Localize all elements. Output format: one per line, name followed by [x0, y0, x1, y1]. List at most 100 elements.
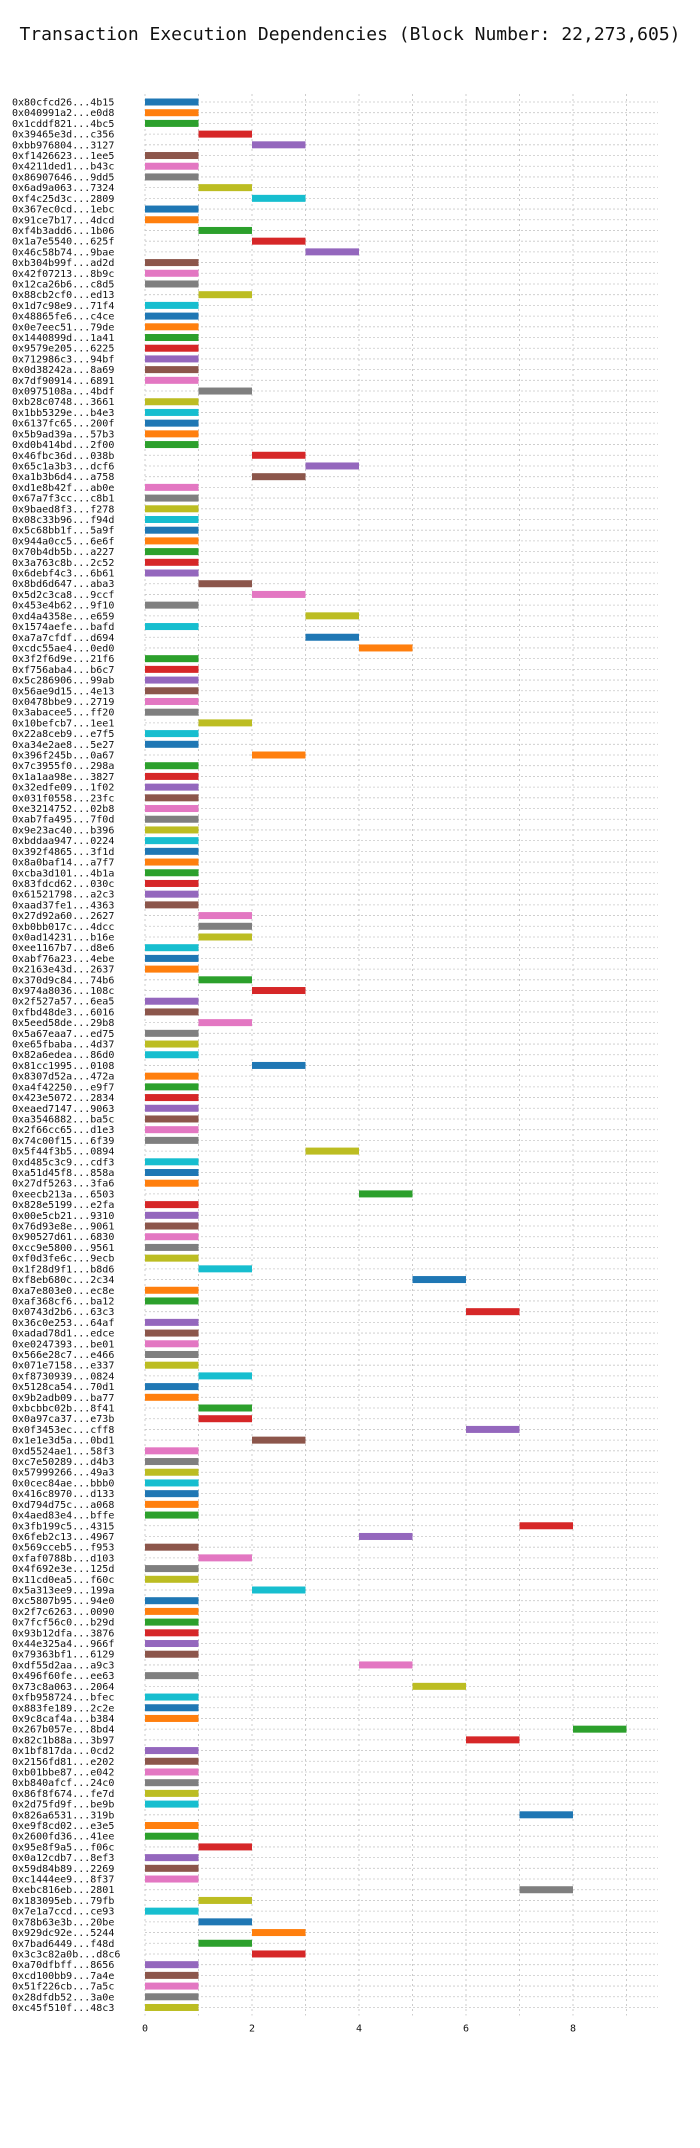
y-tick-label: 0x95e8f9a5...f06c: [12, 1842, 114, 1853]
dependency-bar: [145, 1768, 199, 1776]
y-tick-label: 0xb304b99f...ad2d: [12, 258, 114, 269]
dependency-bar: [412, 1682, 466, 1690]
y-tick-label: 0xbddaa947...0224: [12, 836, 114, 847]
dependency-bar: [145, 1607, 199, 1615]
dependency-bar: [198, 1404, 252, 1412]
y-tick-label: 0x416c8970...d133: [12, 1489, 114, 1500]
y-tick-label: 0x27d92a60...2627: [12, 911, 114, 922]
dependency-bar: [145, 1982, 199, 1990]
dependency-bar: [252, 237, 306, 245]
y-tick-label: 0x0cec84ae...bbb0: [12, 1478, 114, 1489]
y-tick-label: 0x0f3453ec...cff8: [12, 1425, 114, 1436]
y-tick-label: 0xb01bbe87...e042: [12, 1767, 114, 1778]
dependency-bar: [145, 1329, 199, 1337]
y-tick-label: 0x0ad14231...b16e: [12, 932, 114, 943]
y-tick-label: 0xa51d45f8...858a: [12, 1168, 114, 1179]
y-tick-label: 0x56ae9d15...4e13: [12, 686, 114, 697]
dependency-bar: [198, 719, 252, 727]
y-tick-label: 0x392f4865...3f1d: [12, 847, 114, 858]
dependency-bar: [145, 815, 199, 823]
dependency-bar: [145, 869, 199, 877]
y-tick-label: 0x5b9ad39a...57b3: [12, 429, 114, 440]
y-tick-label: 0x6feb2c13...4967: [12, 1532, 114, 1543]
x-tick-label: 2: [249, 2023, 255, 2034]
y-tick-label: 0x7bad6449...f48d: [12, 1939, 114, 1950]
dependency-bar: [359, 1190, 413, 1198]
y-tick-label: 0x5c68bb1f...5a9f: [12, 526, 114, 537]
y-tick-label: 0x031f0558...23fc: [12, 793, 114, 804]
dependency-bar: [145, 259, 199, 267]
y-tick-label: 0x944a0cc5...6e6f: [12, 536, 114, 547]
y-tick-label: 0xb0bb017c...4dcc: [12, 922, 114, 933]
dependency-bar: [145, 376, 199, 384]
y-tick-label: 0x86907646...9dd5: [12, 172, 114, 183]
dependency-bar: [145, 109, 199, 117]
y-tick-label: 0x5eed58de...29b8: [12, 1018, 114, 1029]
dependency-bar: [145, 1800, 199, 1808]
dependency-bar: [145, 997, 199, 1005]
dependency-bar: [198, 933, 252, 941]
y-tick-label: 0x6ad9a063...7324: [12, 183, 114, 194]
dependency-bar: [145, 162, 199, 170]
y-tick-label: 0xc1444ee9...8f37: [12, 1875, 114, 1886]
dependency-bar: [145, 697, 199, 705]
dependency-bar: [519, 1886, 573, 1894]
dependency-bar: [198, 1918, 252, 1926]
dependency-bar: [145, 1875, 199, 1883]
y-tick-label: 0xab7fa495...7f0d: [12, 815, 114, 826]
y-tick-label: 0x8bd6d647...aba3: [12, 579, 114, 590]
dependency-bar: [145, 1083, 199, 1091]
y-tick-label: 0x00e5cb21...9310: [12, 1211, 114, 1222]
y-tick-label: 0x5d2c3ca8...9ccf: [12, 590, 114, 601]
dependency-bar: [412, 1276, 466, 1284]
dependency-bar: [145, 1254, 199, 1262]
dependency-bar: [145, 1340, 199, 1348]
y-tick-label: 0x2f527a57...6ea5: [12, 997, 114, 1008]
dependency-bar: [305, 1147, 359, 1155]
dependency-bar: [519, 1522, 573, 1530]
dependency-bar: [252, 1436, 306, 1444]
dependency-bar: [145, 355, 199, 363]
dependency-bar: [198, 1896, 252, 1904]
dependency-bar: [145, 1169, 199, 1176]
dependency-bar: [145, 1640, 199, 1648]
y-tick-label: 0x2156fd81...e202: [12, 1757, 114, 1768]
y-tick-label: 0xd794d75c...a068: [12, 1500, 114, 1511]
y-tick-label: 0x040991a2...e0d8: [12, 108, 114, 119]
dependency-bar: [305, 248, 359, 256]
y-tick-label: 0x974a8036...108c: [12, 986, 114, 997]
y-tick-label: 0x48865fe6...c4ce: [12, 312, 114, 323]
y-tick-label: 0xd4a4358e...e659: [12, 611, 114, 622]
y-axis-tick-labels: 0x80cfcd26...4b150x040991a2...e0d80x1cdd…: [12, 98, 120, 2014]
y-tick-label: 0xa34e2ae8...5e27: [12, 740, 114, 751]
dependency-bar: [145, 1458, 199, 1466]
dependency-bar: [252, 141, 306, 149]
y-tick-label: 0xc45f510f...48c3: [12, 2003, 114, 2014]
dependency-bar: [145, 1971, 199, 1979]
dependency-bar: [359, 1532, 413, 1540]
dependency-bar: [573, 1725, 627, 1733]
y-tick-label: 0x11cd0ea5...f60c: [12, 1575, 114, 1586]
y-tick-label: 0x10befcb7...1ee1: [12, 718, 114, 729]
y-tick-label: 0x7e1a7ccd...ce93: [12, 1907, 114, 1918]
dependency-bar: [145, 344, 199, 352]
dependency-bar: [145, 1789, 199, 1797]
dependency-bar: [145, 1072, 199, 1080]
dependency-bar: [252, 987, 306, 995]
dependency-bar: [145, 805, 199, 813]
dependency-bar: [145, 301, 199, 309]
y-tick-label: 0xcdc55ae4...0ed0: [12, 643, 114, 654]
dependency-bar: [145, 1136, 199, 1144]
dependency-bar: [145, 1575, 199, 1583]
y-tick-label: 0x27df5263...3fa6: [12, 1179, 114, 1190]
dependency-bar: [145, 847, 199, 855]
y-tick-label: 0x1bf817da...0cd2: [12, 1746, 114, 1757]
dependency-bar: [145, 1618, 199, 1626]
y-tick-label: 0xd1e8b42f...ab0e: [12, 483, 114, 494]
dependency-bar: [145, 1040, 199, 1048]
y-tick-label: 0x8a0baf14...a7f7: [12, 858, 114, 869]
dependency-bar: [198, 912, 252, 920]
y-tick-label: 0x82a6edea...86d0: [12, 1050, 114, 1061]
y-tick-label: 0x0975108a...4bdf: [12, 387, 114, 398]
dependency-bar: [145, 954, 199, 962]
